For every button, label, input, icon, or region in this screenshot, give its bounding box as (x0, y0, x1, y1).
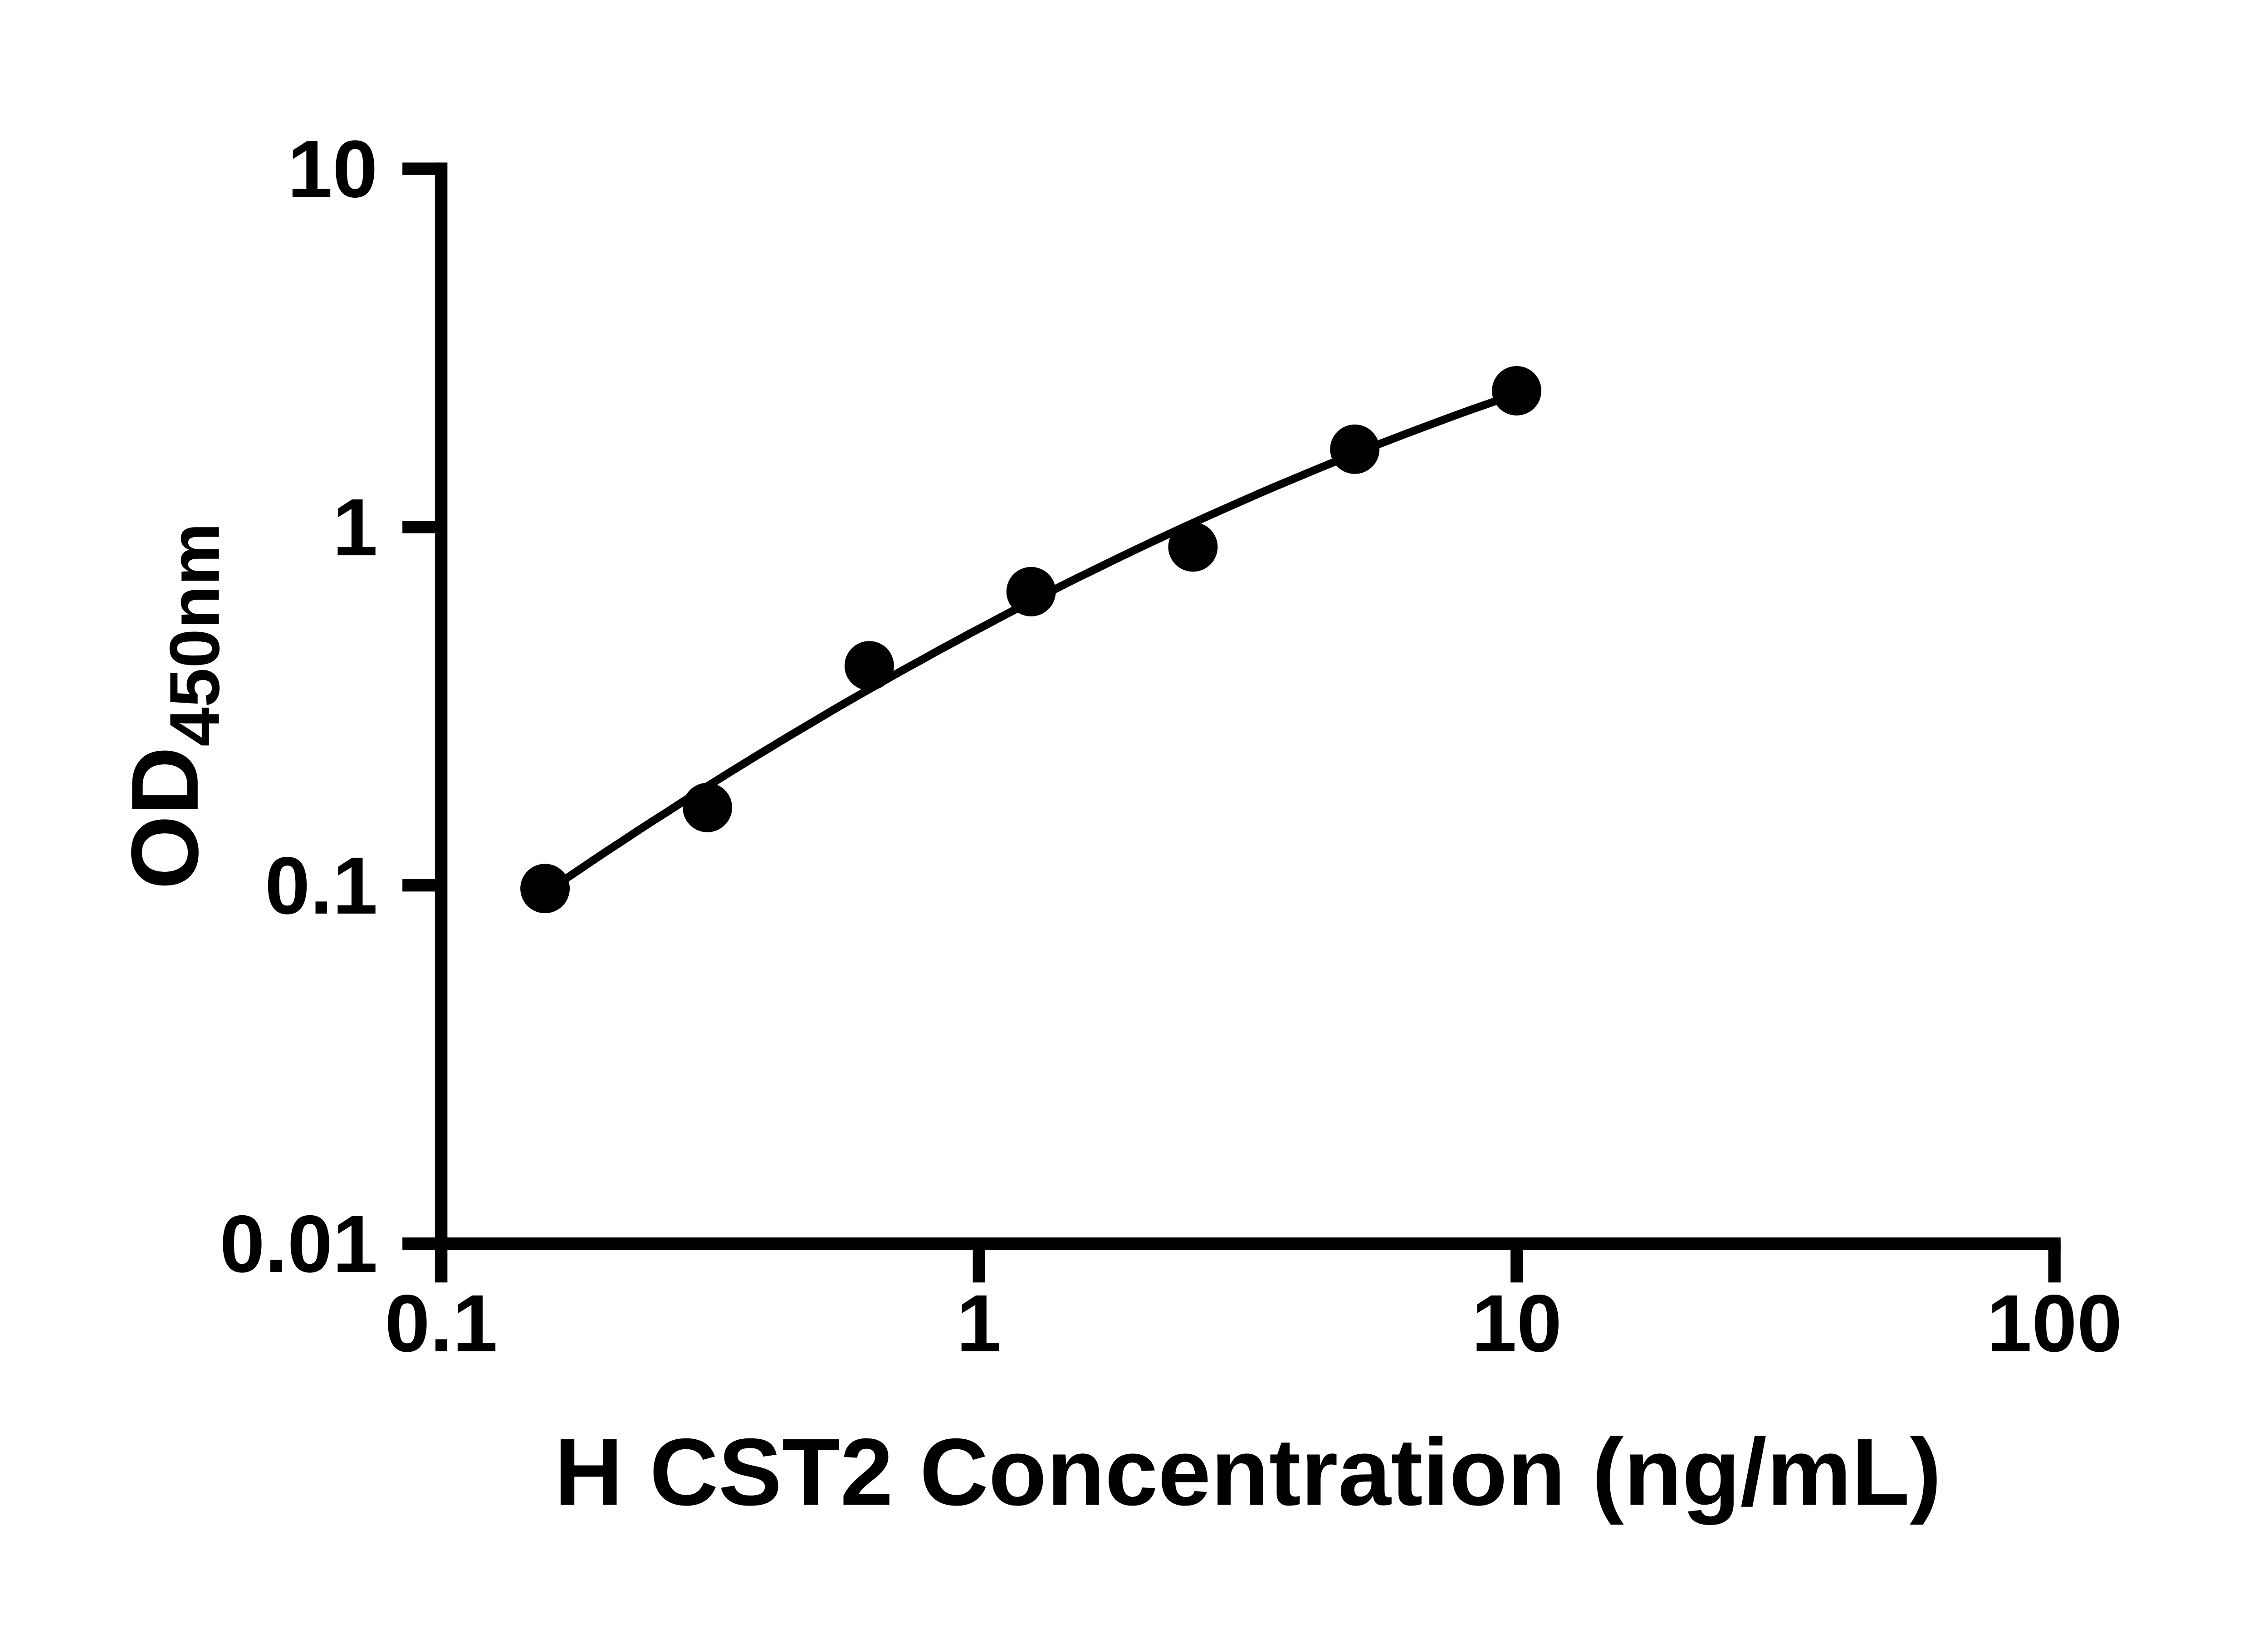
y-tick-label: 0.01 (220, 1198, 377, 1289)
y-tick-label: 10 (288, 123, 378, 214)
y-axis-title-subscript: 450nm (155, 523, 234, 747)
data-point (1168, 522, 1218, 572)
data-point (1492, 366, 1542, 416)
data-point (1330, 424, 1380, 474)
x-axis-title: H CST2 Concentration (ng/mL) (554, 1419, 1941, 1525)
data-point (1006, 567, 1056, 616)
x-tick-label: 0.1 (385, 1278, 498, 1369)
x-tick-label: 1 (956, 1278, 1002, 1369)
x-tick-label: 100 (1987, 1278, 2122, 1369)
data-point (844, 641, 894, 691)
y-axis-title-main: OD (112, 747, 218, 890)
y-axis-title: OD450nm (112, 523, 234, 890)
data-point (520, 864, 570, 914)
data-point (683, 782, 733, 832)
x-tick-label: 10 (1471, 1278, 1562, 1369)
y-tick-label: 0.1 (265, 840, 378, 931)
y-tick-label: 1 (332, 482, 378, 572)
